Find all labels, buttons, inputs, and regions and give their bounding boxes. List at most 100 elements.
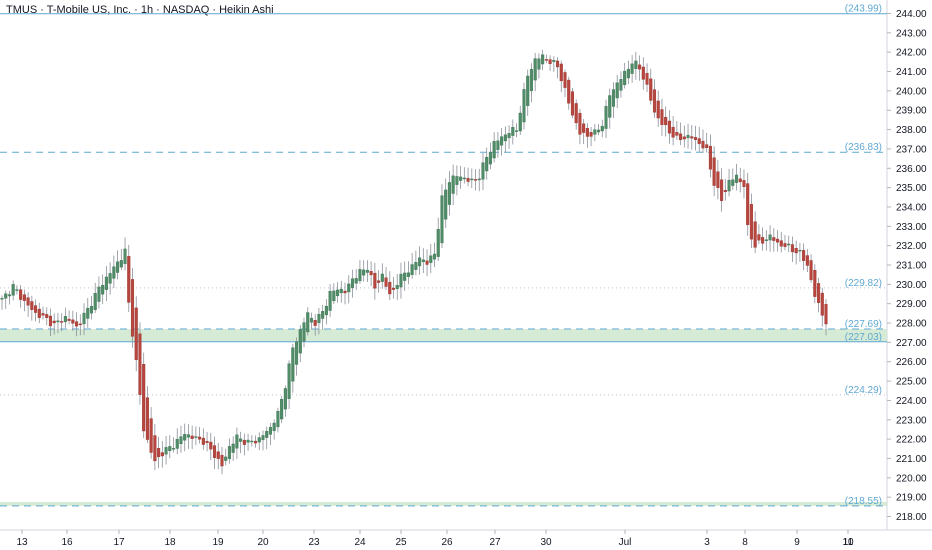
candle-down [783, 243, 787, 247]
candle-up [481, 162, 485, 180]
candle-up [511, 127, 515, 136]
candle-up [257, 437, 261, 443]
candle-down [820, 292, 824, 316]
candle-up [399, 273, 403, 288]
xtick-label-3: 18 [164, 537, 176, 548]
candle-up [306, 312, 310, 333]
candle-down [738, 178, 742, 183]
candle-up [7, 294, 11, 297]
candle-down [544, 59, 548, 61]
candle-down [652, 89, 657, 113]
candle-down [775, 238, 780, 243]
candle-down [160, 452, 164, 457]
candle-down [198, 436, 202, 440]
candle-down [559, 63, 563, 82]
candle-up [597, 129, 601, 133]
candle-up [175, 438, 179, 449]
candle-up [615, 82, 619, 99]
candle-up [239, 438, 243, 442]
candle-down [220, 454, 224, 467]
candle-up [522, 89, 526, 123]
candle-down [794, 248, 798, 254]
xtick-label-7: 24 [354, 537, 366, 548]
candle-down [548, 59, 552, 65]
candle-up [298, 329, 302, 354]
xtick-label-2: 17 [113, 537, 125, 548]
candle-up [444, 189, 448, 220]
candle-up [608, 95, 612, 118]
ytick-label-14: 232.00 [896, 241, 927, 252]
ytick-label-9: 227.00 [896, 338, 927, 349]
candle-up [436, 229, 440, 257]
candle-up [168, 446, 172, 452]
candle-up [496, 140, 500, 150]
candle-up [470, 178, 474, 181]
ytick-label-13: 231.00 [896, 261, 927, 272]
candle-up [321, 311, 325, 319]
candle-up [186, 434, 190, 438]
candle-down [660, 109, 664, 126]
candle-down [45, 314, 49, 318]
candle-up [347, 283, 351, 293]
candle-down [802, 250, 806, 261]
candle-up [101, 284, 105, 295]
candle-down [425, 260, 429, 265]
candle-down [157, 448, 161, 458]
candle-up [89, 306, 94, 314]
candle-up [164, 447, 168, 455]
candle-up [403, 272, 407, 281]
candle-down [749, 203, 753, 240]
candle-down [817, 283, 821, 303]
ytick-label-10: 228.00 [896, 319, 927, 330]
candle-up [440, 195, 444, 244]
candles [0, 49, 828, 475]
candle-up [611, 89, 616, 107]
support-zone-0 [0, 329, 887, 342]
candle-down [671, 126, 675, 138]
candle-up [447, 182, 451, 205]
candle-down [716, 171, 720, 188]
ytick-label-20: 238.00 [896, 125, 927, 136]
candle-up [317, 313, 321, 324]
candle-down [585, 127, 589, 137]
candle-up [429, 255, 433, 263]
ytick-label-18: 236.00 [896, 164, 927, 175]
candle-up [727, 179, 731, 192]
candle-up [462, 177, 466, 180]
candle-up [686, 134, 690, 139]
candle-up [119, 260, 123, 268]
candle-down [757, 234, 761, 241]
candle-down [253, 440, 258, 444]
candle-up [734, 174, 739, 183]
candle-down [313, 319, 317, 326]
candle-up [365, 269, 369, 273]
candle-up [287, 363, 291, 400]
candle-up [171, 448, 176, 450]
candle-up [336, 289, 340, 297]
candle-down [824, 304, 828, 325]
candle-up [56, 320, 60, 323]
candle-up [268, 427, 272, 435]
xtick-label-5: 20 [257, 537, 269, 548]
candle-up [731, 179, 735, 186]
candle-up [541, 54, 545, 65]
ytick-label-24: 242.00 [896, 48, 927, 59]
candle-up [410, 264, 414, 275]
candle-down [37, 308, 41, 318]
candle-up [626, 68, 630, 79]
ytick-label-3: 221.00 [896, 454, 927, 465]
candle-down [130, 279, 135, 337]
candle-up [93, 293, 97, 310]
candle-down [142, 364, 146, 432]
candle-down [693, 137, 698, 140]
ytick-label-26: 244.00 [896, 9, 927, 20]
candle-down [664, 116, 668, 126]
candle-up [227, 446, 231, 459]
candle-up [787, 243, 791, 246]
candle-down [377, 280, 381, 283]
candle-up [526, 75, 530, 106]
candle-up [4, 293, 8, 299]
candle-up [537, 58, 541, 70]
ytick-label-0: 218.00 [896, 512, 927, 523]
